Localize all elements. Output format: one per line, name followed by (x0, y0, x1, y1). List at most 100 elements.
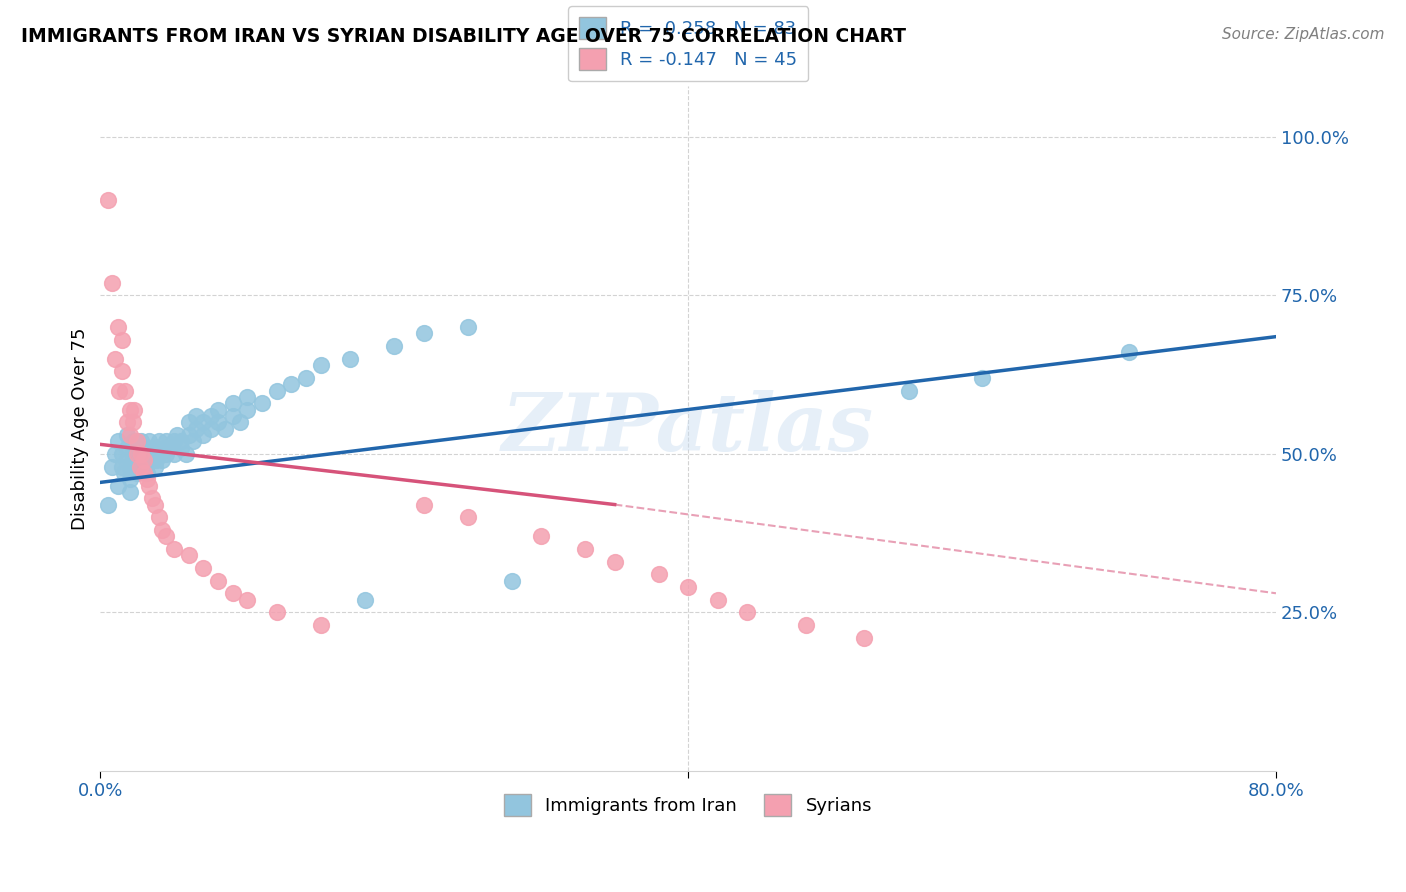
Point (163, 434, 186, 449)
Legend: Immigrants from Iran, Syrians: Immigrants from Iran, Syrians (496, 787, 880, 823)
Point (118, 472, 141, 486)
Point (118, 428, 141, 442)
Point (155, 529, 177, 543)
Point (181, 434, 204, 449)
Point (295, 371, 318, 385)
Point (101, 276, 124, 290)
Point (648, 567, 671, 582)
Point (115, 453, 138, 467)
Point (236, 402, 259, 417)
Point (676, 580, 699, 594)
Point (134, 453, 156, 467)
Point (170, 434, 193, 449)
Point (143, 447, 166, 461)
Point (141, 447, 163, 461)
Point (193, 415, 215, 429)
Point (141, 491, 163, 506)
Point (148, 447, 170, 461)
Point (129, 453, 152, 467)
Y-axis label: Disability Age Over 75: Disability Age Over 75 (72, 327, 89, 530)
Point (108, 384, 131, 398)
Point (150, 523, 173, 537)
Point (141, 441, 163, 455)
Point (184, 409, 207, 423)
Point (501, 574, 523, 588)
Point (114, 384, 136, 398)
Point (207, 402, 229, 417)
Point (166, 428, 188, 442)
Point (115, 415, 138, 429)
Point (266, 605, 288, 619)
Point (174, 447, 197, 461)
Point (236, 390, 259, 404)
Point (129, 459, 152, 474)
Point (339, 351, 361, 366)
Point (706, 592, 728, 607)
Point (127, 466, 149, 480)
Point (97, 194, 120, 208)
Text: ZIPatlas: ZIPatlas (502, 390, 875, 467)
Point (134, 459, 156, 474)
Point (138, 478, 160, 492)
Point (221, 586, 243, 600)
Point (134, 447, 156, 461)
Point (118, 402, 141, 417)
Point (138, 434, 160, 449)
Point (131, 447, 153, 461)
Point (118, 459, 141, 474)
Point (184, 421, 207, 435)
Point (280, 377, 302, 392)
Point (163, 541, 186, 556)
Point (221, 396, 243, 410)
Point (97, 498, 120, 512)
Point (152, 441, 174, 455)
Point (574, 541, 596, 556)
Point (150, 453, 173, 467)
Point (115, 428, 138, 442)
Point (122, 453, 145, 467)
Point (603, 555, 626, 569)
Point (229, 415, 252, 429)
Point (207, 415, 229, 429)
Point (104, 447, 127, 461)
Point (155, 434, 177, 449)
Point (127, 447, 149, 461)
Point (170, 441, 193, 455)
Point (107, 434, 129, 449)
Point (138, 447, 160, 461)
Point (177, 548, 200, 562)
Text: Source: ZipAtlas.com: Source: ZipAtlas.com (1222, 27, 1385, 42)
Point (193, 561, 215, 575)
Point (266, 384, 288, 398)
Point (121, 415, 143, 429)
Point (136, 453, 159, 467)
Point (897, 384, 920, 398)
Point (221, 409, 243, 423)
Point (111, 459, 134, 474)
Point (118, 484, 141, 499)
Point (131, 447, 153, 461)
Point (141, 453, 163, 467)
Point (412, 326, 434, 341)
Point (145, 453, 167, 467)
Point (157, 441, 180, 455)
Point (309, 358, 332, 372)
Point (207, 574, 229, 588)
Point (127, 459, 149, 474)
Point (143, 498, 166, 512)
Point (530, 529, 553, 543)
Point (250, 396, 273, 410)
Point (111, 364, 134, 378)
Point (107, 320, 129, 334)
Point (382, 339, 405, 353)
Point (121, 434, 143, 449)
Point (1118, 345, 1140, 359)
Point (354, 592, 377, 607)
Point (131, 434, 153, 449)
Point (112, 466, 135, 480)
Point (177, 415, 200, 429)
Point (735, 605, 758, 619)
Point (214, 421, 236, 435)
Point (107, 478, 129, 492)
Text: IMMIGRANTS FROM IRAN VS SYRIAN DISABILITY AGE OVER 75 CORRELATION CHART: IMMIGRANTS FROM IRAN VS SYRIAN DISABILIT… (21, 27, 905, 45)
